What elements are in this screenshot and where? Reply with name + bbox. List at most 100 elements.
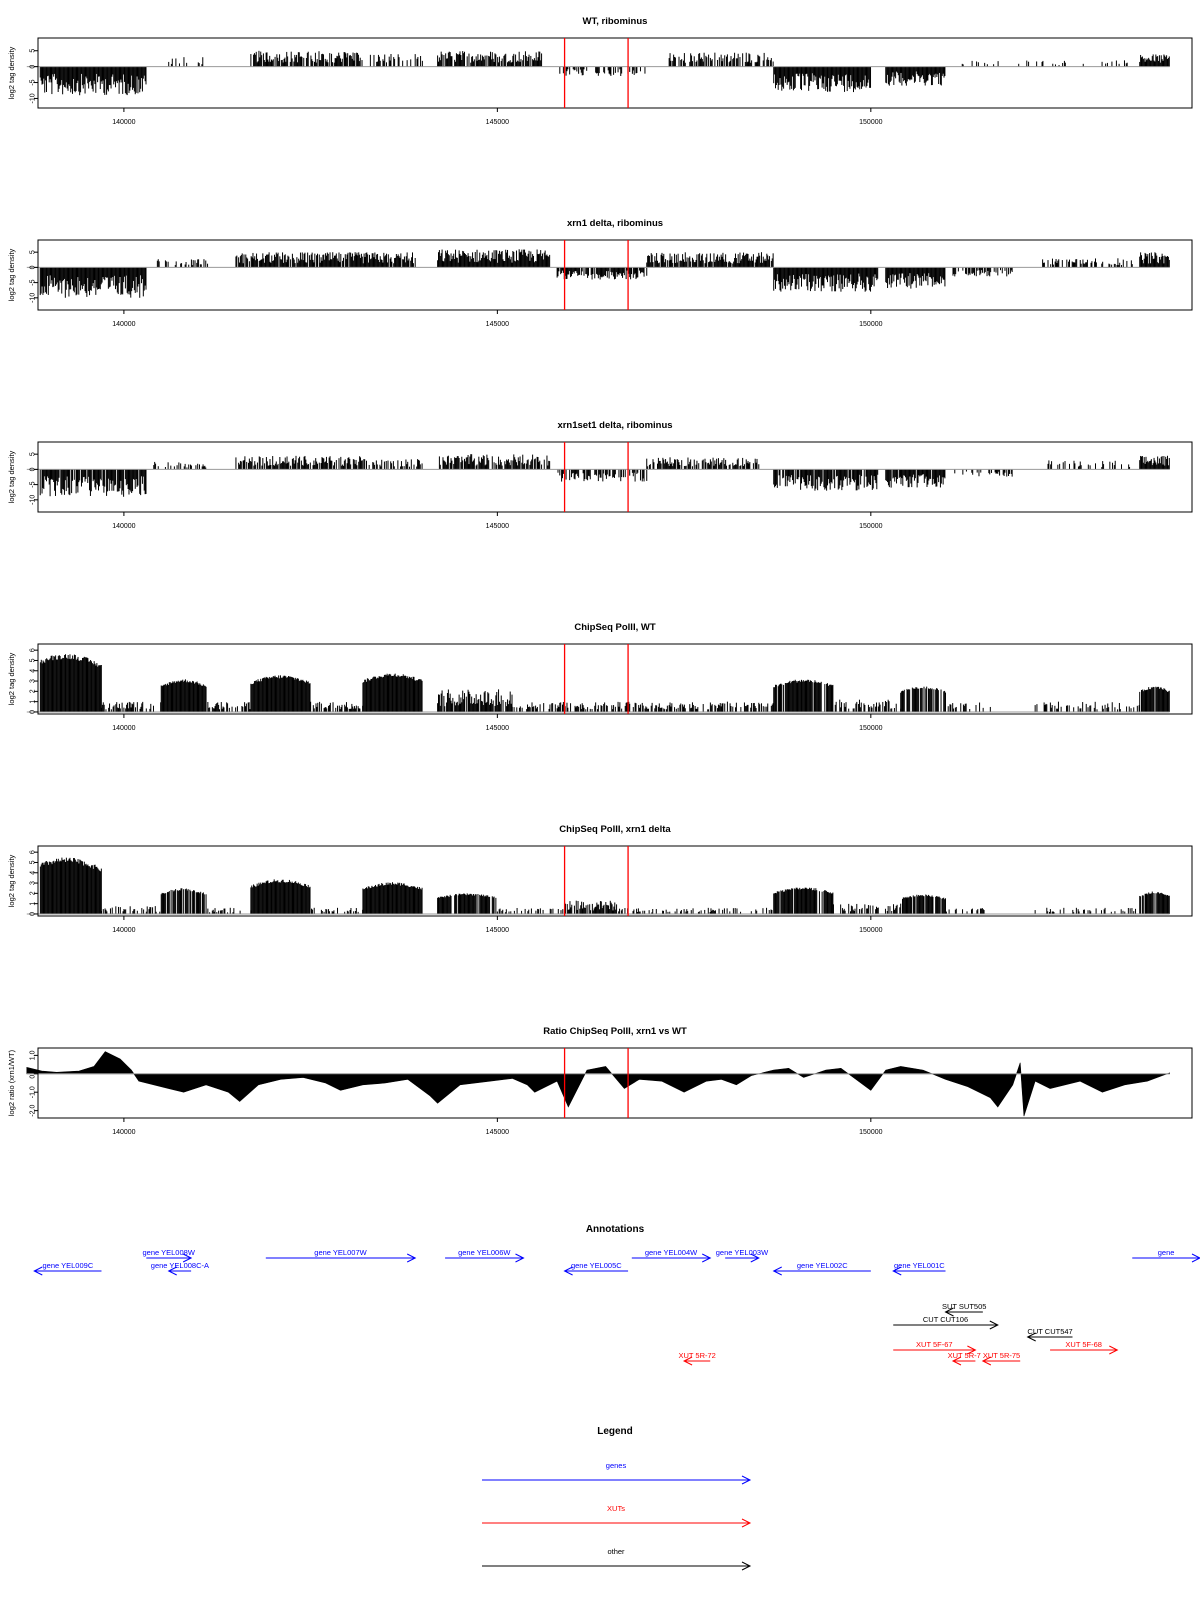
y-tick-label: 5 — [30, 49, 37, 53]
x-tick-label: 145000 — [486, 1129, 509, 1136]
track-panel: ChipSeq PolII, WT log2 tag density 0 1 2 3 4 5 6… — [7, 622, 1193, 732]
feature-label: gene YEL003W — [716, 1248, 769, 1257]
arrow-head — [1191, 1253, 1200, 1263]
annotations-track: Annotations gene YEL009C gene YEL008W gene… — [33, 1224, 1200, 1366]
arrow-head — [981, 1356, 992, 1366]
plot-frame — [37, 845, 1193, 917]
x-tick-label: 145000 — [486, 927, 509, 934]
legend-title: Legend — [597, 1426, 633, 1437]
arrow-head — [967, 1345, 977, 1355]
arrow-head — [515, 1253, 525, 1263]
feature-label: gene YEL005C — [571, 1261, 622, 1270]
feature-arrow: XUT 5F-67 — [893, 1340, 977, 1355]
feature-label: XUT 5R-7 — [948, 1351, 981, 1360]
y-tick-label: 0 — [30, 710, 37, 714]
track-panel: xrn1 delta, ribominus log2 tag density 5 0 -… — [7, 218, 1193, 328]
arrow-head — [750, 1253, 760, 1263]
track-bars — [39, 654, 1170, 712]
annotations-title: Annotations — [586, 1224, 645, 1235]
x-tick-label: 150000 — [859, 321, 882, 328]
feature-arrow: gene YEL009C — [33, 1261, 102, 1276]
track-bars — [39, 249, 1170, 298]
y-tick-label: 0 — [30, 467, 37, 471]
x-tick-label: 140000 — [112, 725, 135, 732]
legend-label: XUTs — [607, 1504, 625, 1513]
track-panel: xrn1set1 delta, ribominus log2 tag densit… — [7, 420, 1193, 530]
y-tick-label: 0 — [30, 912, 37, 916]
arrow-head — [772, 1266, 782, 1276]
legend-item: genes — [482, 1461, 752, 1485]
feature-arrow: gene YEL004W — [631, 1248, 712, 1263]
y-tick-label: 1 — [30, 700, 37, 704]
feature-label: XUT 5R-72 — [678, 1351, 715, 1360]
feature-arrow: gene YEL006W — [445, 1248, 525, 1263]
track-panel: ChipSeq PolII, xrn1 delta log2 tag densit… — [7, 824, 1193, 934]
legend: Legend genes XUTs other — [482, 1426, 752, 1571]
x-tick-label: 150000 — [859, 119, 882, 126]
y-axis-label: log2 tag density — [7, 854, 16, 907]
feature-arrow: gene YEL008W — [143, 1248, 196, 1263]
x-tick-label: 150000 — [859, 927, 882, 934]
x-tick-label: 150000 — [859, 725, 882, 732]
y-axis-label: log2 tag density — [7, 248, 16, 301]
ratio-area — [26, 1051, 1170, 1117]
arrow-head — [702, 1253, 712, 1263]
feature-label: XUT 5F-67 — [916, 1340, 953, 1349]
x-tick-label: 140000 — [112, 321, 135, 328]
arrow-head — [741, 1561, 752, 1571]
feature-arrow: CUT CUT106 — [893, 1315, 999, 1330]
arrow-head — [951, 1356, 962, 1366]
y-tick-label: 4 — [30, 871, 37, 875]
arrow-head — [167, 1266, 177, 1276]
arrow-head — [1026, 1332, 1036, 1342]
y-tick-label: 2 — [30, 891, 37, 895]
y-tick-label: 5 — [30, 860, 37, 864]
feature-arrow: XUT 5F-68 — [1050, 1340, 1119, 1355]
x-tick-label: 150000 — [859, 523, 882, 530]
arrow-head — [741, 1518, 752, 1528]
y-axis-label: log2 tag density — [7, 46, 16, 99]
arrow-head — [944, 1307, 954, 1317]
y-tick-label: 2 — [30, 689, 37, 693]
legend-item: other — [482, 1547, 752, 1571]
x-tick-label: 145000 — [486, 119, 509, 126]
x-tick-label: 140000 — [112, 119, 135, 126]
y-tick-label: 3 — [30, 881, 37, 885]
plot-frame — [37, 441, 1193, 513]
y-tick-label: 0.0 — [30, 1069, 37, 1079]
y-axis-label: log2 ratio (xrn1/WT) — [7, 1049, 16, 1116]
feature-label: gene YEL002C — [797, 1261, 848, 1270]
feature-label: gene YEL008C-A — [151, 1261, 209, 1270]
plot-frame — [37, 643, 1193, 715]
feature-arrow: gene YEL002C — [772, 1261, 871, 1276]
feature-arrow: CUT CUT547 — [1026, 1327, 1073, 1342]
y-tick-label: -10 — [30, 293, 37, 303]
x-tick-label: 145000 — [486, 725, 509, 732]
feature-arrow: XUT 5R-7 — [948, 1351, 981, 1366]
feature-label: gene YEL001C — [894, 1261, 945, 1270]
y-tick-label: -1.0 — [30, 1086, 37, 1098]
arrow-head — [182, 1253, 193, 1263]
feature-arrow: XUT 5R-72 — [678, 1351, 716, 1366]
y-tick-label: 0 — [30, 65, 37, 69]
y-tick-label: -10 — [30, 93, 37, 103]
track-bars — [39, 50, 1170, 96]
y-tick-label: 4 — [30, 669, 37, 673]
plot-frame — [37, 1047, 1193, 1119]
arrow-head — [406, 1253, 417, 1263]
feature-label: SUT SUT505 — [942, 1302, 986, 1311]
x-tick-label: 140000 — [112, 927, 135, 934]
panel-title: WT, ribominus — [583, 16, 648, 27]
feature-arrow: gene YEL001C — [892, 1261, 946, 1276]
feature-label: CUT CUT106 — [923, 1315, 968, 1324]
x-tick-label: 140000 — [112, 1129, 135, 1136]
track-panel: Ratio ChipSeq PolII, xrn1 vs WT log2 rati… — [7, 1026, 1193, 1136]
x-tick-label: 145000 — [486, 523, 509, 530]
feature-label: XUT 5F-68 — [1065, 1340, 1102, 1349]
feature-arrow: gene YEL003W — [716, 1248, 769, 1263]
y-tick-label: -2.0 — [30, 1104, 37, 1116]
y-tick-label: 1 — [30, 902, 37, 906]
track-bars — [39, 454, 1170, 497]
arrow-head — [1109, 1345, 1119, 1355]
